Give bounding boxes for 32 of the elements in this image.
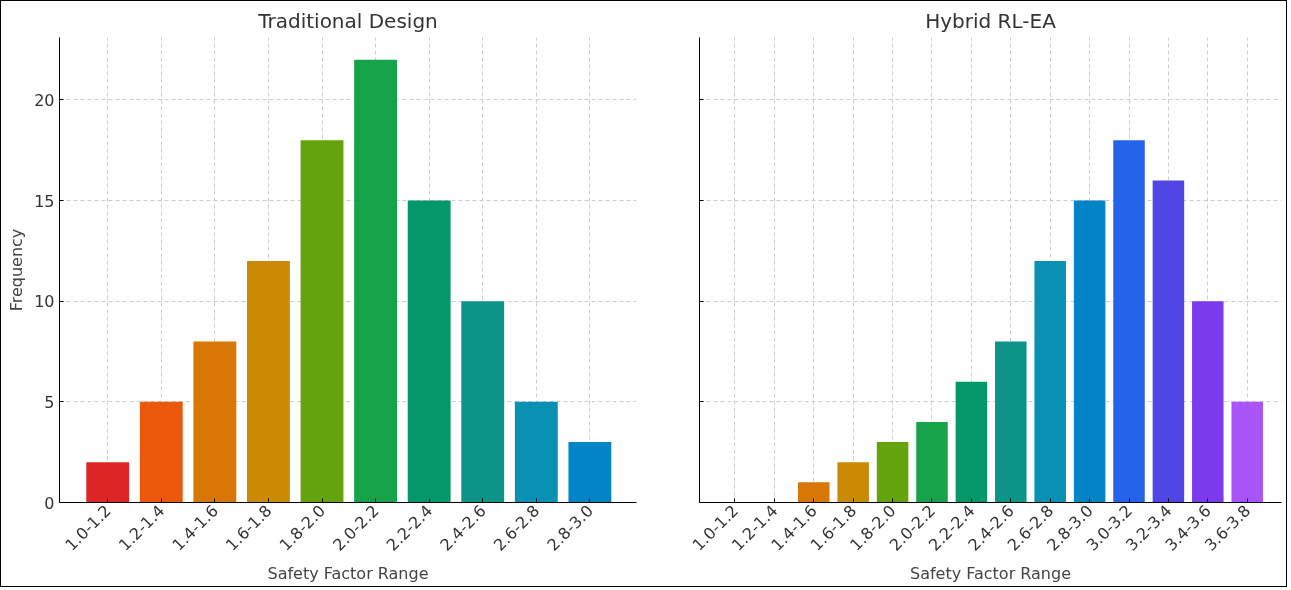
bar [461,301,505,503]
bar [139,401,183,503]
bar [1113,140,1145,503]
bar [798,482,830,503]
y-tick-label: 0 [44,493,55,513]
bar [1231,401,1263,503]
bar [247,260,290,503]
bar [876,442,909,503]
bar [1073,200,1106,503]
chart-title: Traditional Design [257,8,438,33]
bar [995,341,1027,503]
bar [955,381,988,503]
bar [1152,180,1185,503]
y-tick-label: 10 [34,292,55,312]
bar [407,200,451,503]
bar [354,59,398,503]
bar [1192,301,1224,503]
chart-title: Hybrid RL-EA [925,8,1057,33]
x-axis-title: Safety Factor Range [267,564,429,584]
bar [568,442,612,503]
bar [86,462,130,503]
x-axis-title: Safety Factor Range [909,564,1072,584]
bar [193,341,237,503]
bar [916,421,948,503]
y-tick-label: 15 [34,191,55,211]
bar [514,401,558,503]
bar [300,140,344,503]
bar [837,462,869,503]
y-tick-label: 20 [34,90,55,110]
y-axis-title: Frequency [7,228,27,312]
y-tick-label: 5 [44,392,55,412]
bar [1034,260,1066,503]
